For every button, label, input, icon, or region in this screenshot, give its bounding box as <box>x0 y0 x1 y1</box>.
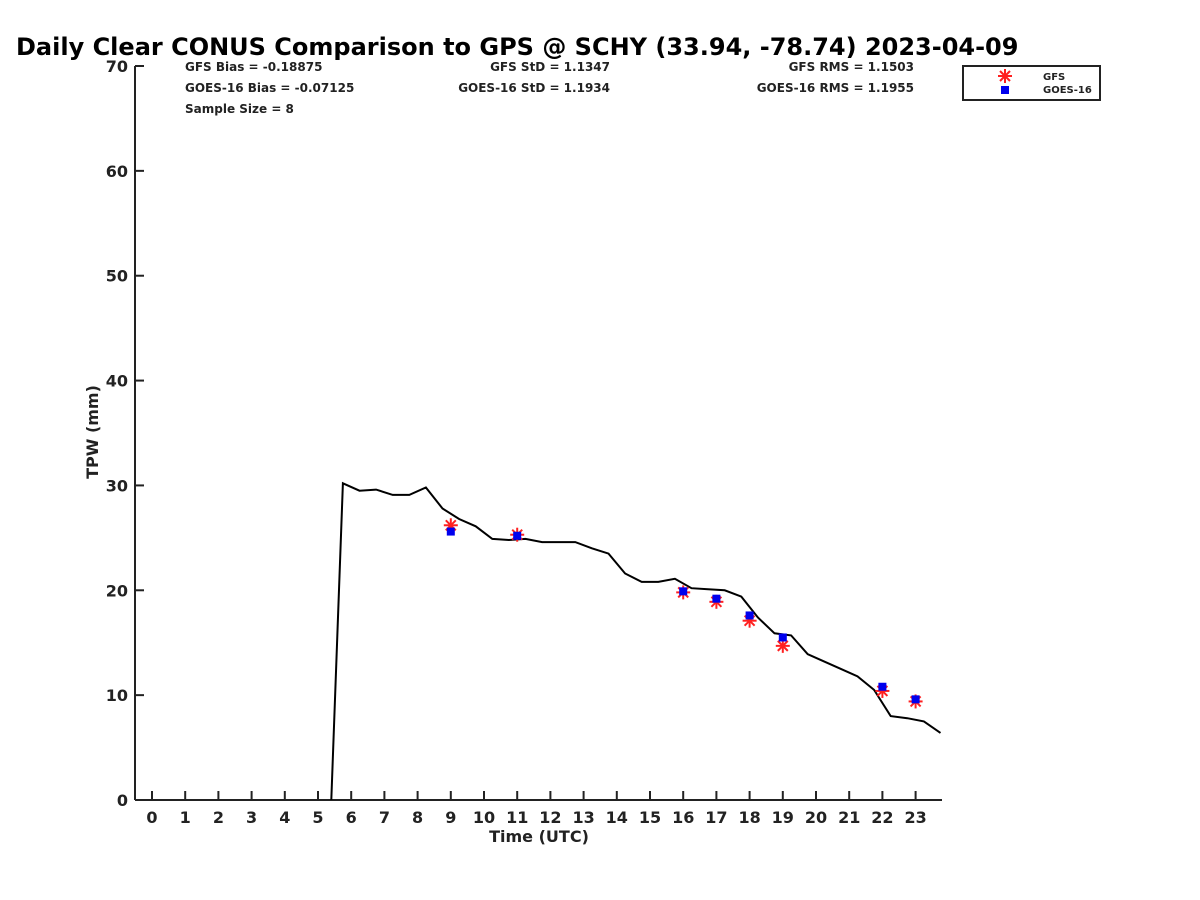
gfs-rms-stat: GFS RMS = 1.1503 <box>789 60 914 74</box>
y-tick-label: 20 <box>106 581 128 600</box>
x-tick-label: 23 <box>904 808 926 827</box>
y-tick-label: 0 <box>117 791 128 810</box>
x-tick-label: 10 <box>473 808 495 827</box>
sample-size-stat: Sample Size = 8 <box>185 102 294 116</box>
x-tick-label: 0 <box>146 808 157 827</box>
x-axis-ticks: 0 1 2 3 4 5 6 7 8 9 10 11 12 13 14 15 16 17 18 19 20 21 22 23 <box>146 791 927 827</box>
gfs-bias-stat: GFS Bias = -0.18875 <box>185 60 322 74</box>
x-tick-label: 19 <box>772 808 794 827</box>
stats-block: GFS Bias = -0.18875 GOES-16 Bias = -0.07… <box>185 60 914 116</box>
legend-frame <box>962 65 1101 101</box>
y-tick-label: 60 <box>106 162 128 181</box>
goes16-point <box>513 531 522 540</box>
y-axis-ticks: 0 10 20 30 40 50 60 70 <box>106 57 144 810</box>
x-tick-label: 18 <box>738 808 760 827</box>
y-tick-label: 10 <box>106 686 128 705</box>
legend-gfs-label: GFS <box>1043 72 1065 83</box>
x-tick-label: 5 <box>312 808 323 827</box>
y-tick-label: 50 <box>106 267 128 286</box>
x-tick-label: 7 <box>379 808 390 827</box>
legend: GFS GOES-16 <box>962 65 1101 101</box>
x-tick-label: 15 <box>639 808 661 827</box>
goes16-point <box>778 633 787 642</box>
goes16-point <box>446 527 455 536</box>
goes16-point <box>745 611 754 620</box>
x-axis-label: Time (UTC) <box>489 827 589 846</box>
y-tick-label: 30 <box>106 476 128 495</box>
legend-goes-label: GOES-16 <box>1043 85 1092 96</box>
plot-area <box>330 481 942 801</box>
goes-rms-stat: GOES-16 RMS = 1.1955 <box>757 81 914 95</box>
chart-title: Daily Clear CONUS Comparison to GPS @ SC… <box>16 33 1018 61</box>
x-tick-label: 4 <box>279 808 290 827</box>
x-tick-label: 12 <box>539 808 561 827</box>
x-tick-label: 6 <box>346 808 357 827</box>
gfs-point <box>775 638 790 653</box>
x-tick-label: 22 <box>871 808 893 827</box>
x-tick-label: 1 <box>180 808 191 827</box>
goes16-point <box>712 594 721 603</box>
goes16-point <box>911 695 920 704</box>
x-tick-label: 17 <box>705 808 727 827</box>
legend-gfs-marker <box>998 69 1012 83</box>
y-axis-label: TPW (mm) <box>83 385 102 479</box>
x-tick-label: 9 <box>445 808 456 827</box>
x-tick-label: 2 <box>213 808 224 827</box>
x-tick-label: 21 <box>838 808 860 827</box>
gfs-std-stat: GFS StD = 1.1347 <box>490 60 610 74</box>
goes-bias-stat: GOES-16 Bias = -0.07125 <box>185 81 354 95</box>
x-tick-label: 20 <box>805 808 827 827</box>
goes16-point <box>878 682 887 691</box>
x-tick-label: 14 <box>606 808 628 827</box>
legend-goes-marker <box>1001 86 1009 94</box>
goes-std-stat: GOES-16 StD = 1.1934 <box>458 81 610 95</box>
y-tick-label: 70 <box>106 57 128 76</box>
gps-tpw-line <box>330 481 942 801</box>
y-tick-label: 40 <box>106 372 128 391</box>
x-tick-label: 3 <box>246 808 257 827</box>
x-tick-label: 8 <box>412 808 423 827</box>
goes16-point <box>679 587 688 596</box>
x-tick-label: 13 <box>572 808 594 827</box>
x-tick-label: 16 <box>672 808 694 827</box>
x-tick-label: 11 <box>506 808 528 827</box>
